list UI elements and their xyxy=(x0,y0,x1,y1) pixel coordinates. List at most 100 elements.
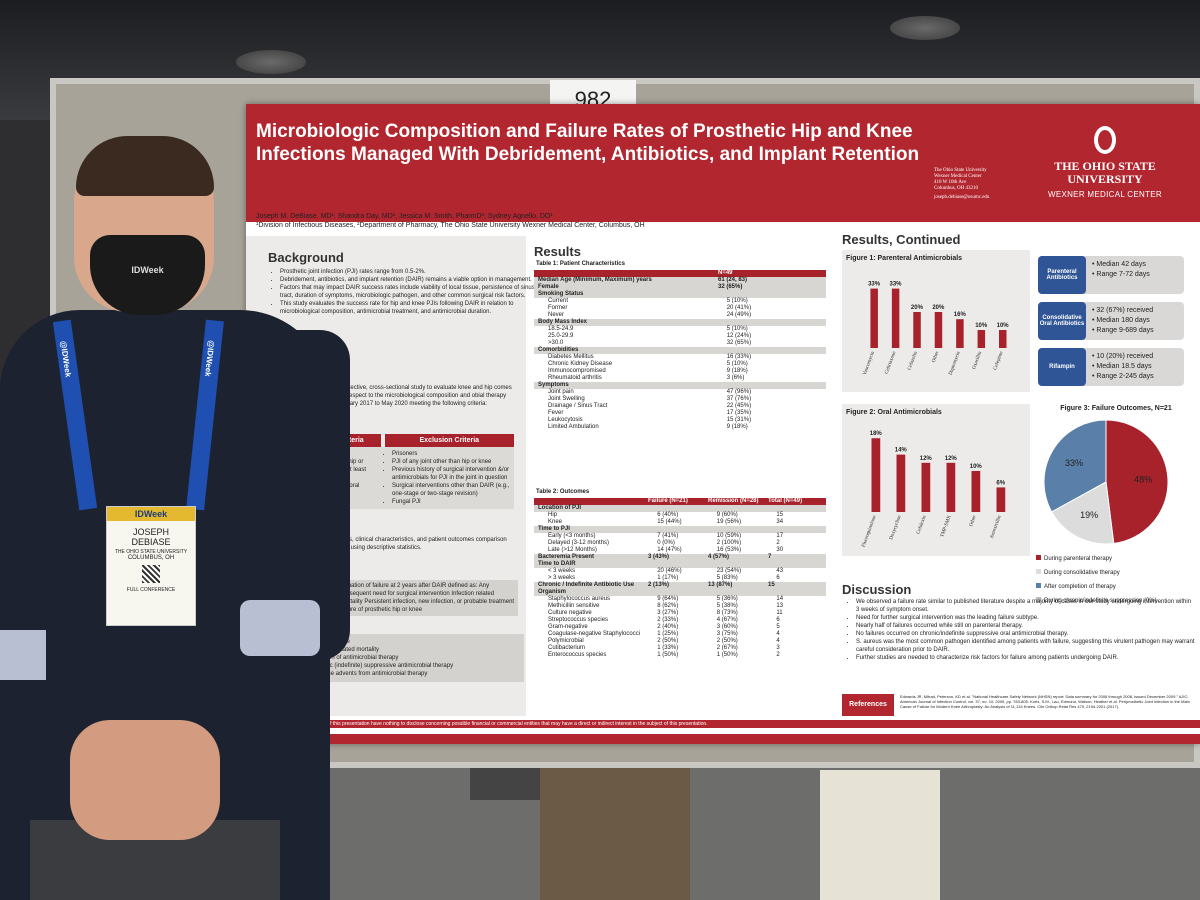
info-line: The Ohio State University xyxy=(934,168,987,173)
table-cell: >30.0 xyxy=(548,340,564,346)
category-label: Amoxicillin xyxy=(990,515,1003,540)
badge-last-name: DEBIASE xyxy=(131,537,171,547)
table-row: Median Age (Minimum, Maximum) years 61 (2… xyxy=(534,277,826,284)
table-cell: 1 (50%) xyxy=(657,652,679,658)
disclosure-bar: URE: The authors of this presentation ha… xyxy=(246,720,1200,728)
category-label: Cefazolin xyxy=(907,351,919,371)
info-line: Columbus, OH 43210 xyxy=(934,186,979,191)
table-cell: Female xyxy=(538,284,559,290)
category-label: Doxycycline xyxy=(889,514,903,540)
table-cell: 8 (73%) xyxy=(716,610,738,616)
background-person-legs xyxy=(820,770,940,900)
category-label: Vancomycin xyxy=(863,351,876,377)
table-cell: 5 (10%) xyxy=(726,298,748,304)
table-cell: 9 (18%) xyxy=(726,368,748,374)
table-row: Never 24 (49%) xyxy=(534,312,826,319)
table-cell: Gram-negative xyxy=(548,624,588,630)
bar xyxy=(934,312,943,348)
slice-label: 19% xyxy=(1080,510,1098,520)
category-label: Oxacillin xyxy=(972,351,983,371)
table-cell: Fever xyxy=(548,410,564,416)
data-label: 33% xyxy=(889,282,902,288)
info-line: joseph.debiase@osumc.edu xyxy=(934,195,990,200)
table-cell: Rheumatoid arthritis xyxy=(548,375,602,381)
figure2-box: Figure 2: Oral Antimicrobials 18% Fluoroqu… xyxy=(842,404,1030,556)
table-cell: Polymicrobial xyxy=(548,638,584,644)
legend-label: During consolidative therapy xyxy=(1044,570,1120,576)
mask-logo-text: IDWeek xyxy=(131,265,164,275)
osu-name: THE OHIO STATE UNIVERSITY xyxy=(1054,159,1156,186)
table-cell: Never xyxy=(548,312,565,318)
table-cell: 5 (83%) xyxy=(716,575,738,581)
table-cell: Diabetes Mellitus xyxy=(548,354,594,360)
table-cell xyxy=(708,526,768,533)
summary-box: Consolidative Oral Antibiotics • 32 (67%)… xyxy=(1038,302,1184,340)
category-label: Ceftriaxone xyxy=(885,350,898,375)
summary-line: • 32 (67%) received xyxy=(1092,307,1154,314)
table-cell: 17 xyxy=(776,533,784,539)
legend-item: During chronic/indefinite suppression (0… xyxy=(1036,597,1196,605)
table-cell: Streptococcus species xyxy=(548,617,609,623)
bar xyxy=(956,319,964,348)
patient-characteristics-table: N=49 Median Age (Minimum, Maximum) years 6… xyxy=(534,270,826,431)
chart-title: Figure 2: Oral Antimicrobials xyxy=(846,409,942,416)
table-cell: 2 (40%) xyxy=(657,624,679,630)
summary-box-label: Rifampin xyxy=(1038,348,1086,386)
table-row: Gram-negative 2 (40%) 3 (60%) 5 xyxy=(534,624,826,631)
table-cell: Organism xyxy=(538,589,567,595)
results-title: Results xyxy=(534,244,581,259)
discussion-bullet: No failures occurred on chronic/indefini… xyxy=(856,630,1196,638)
summary-line: • Median 18.5 days xyxy=(1092,363,1152,370)
poster-title: Microbiologic Composition and Failure Ra… xyxy=(256,121,920,165)
table-cell: Comorbidities xyxy=(538,347,579,353)
table-cell: 22 (45%) xyxy=(726,403,752,409)
summary-box-text: • Median 42 days • Range 7-72 days xyxy=(1092,260,1150,280)
table-row: Early (<3 months) 7 (41%) 10 (59%) 17 xyxy=(534,533,826,540)
table-cell: 43 xyxy=(776,568,784,574)
summary-line: • Range 9-689 days xyxy=(1092,327,1154,334)
outcome-item: -Chronic (indefinite) suppressive antimi… xyxy=(310,663,454,669)
table-row: Culture negative 3 (27%) 8 (73%) 11 xyxy=(534,610,826,617)
badge-org: THE OHIO STATE UNIVERSITY xyxy=(114,549,188,555)
table-cell: 5 (36%) xyxy=(716,596,738,602)
table-cell: Current xyxy=(548,298,569,304)
table-row: Hip 6 (40%) 9 (60%) 15 xyxy=(534,512,826,519)
clasped-hands xyxy=(70,720,220,840)
data-label: 12% xyxy=(945,456,958,462)
discussion-list: We observed a failure rate similar to pu… xyxy=(846,598,1196,662)
table-cell: Total (N=49) xyxy=(768,498,803,504)
legend-item: During consolidative therapy xyxy=(1036,569,1196,577)
face-mask: IDWeek xyxy=(90,235,205,315)
bar xyxy=(870,288,878,348)
table-row: Coagulase-negative Staphylococci 1 (25%) 3… xyxy=(534,631,826,638)
data-label: 20% xyxy=(911,305,924,311)
table-cell: 11 xyxy=(776,610,783,616)
exclusion-item: Surgical interventions other than DAIR (… xyxy=(392,482,512,498)
table-cell xyxy=(718,347,818,354)
table-cell: 32 (65%) xyxy=(726,340,752,346)
summary-box: Rifampin • 10 (20%) received • Median 18.5… xyxy=(1038,348,1184,386)
table-cell: 5 (10%) xyxy=(726,361,748,367)
summary-line: • Median 180 days xyxy=(1092,317,1150,324)
summary-line: • 10 (20%) received xyxy=(1092,353,1154,360)
poster-bottom-bar xyxy=(246,734,1200,744)
table-row: Methicillin sensitive 8 (62%) 5 (38%) 13 xyxy=(534,603,826,610)
discussion-bullet: Need for further surgical intervention w… xyxy=(856,614,1196,622)
data-label: 18% xyxy=(870,431,883,437)
table-cell: Joint pain xyxy=(548,389,574,395)
table-cell: 6 xyxy=(776,617,780,623)
table-cell xyxy=(648,589,708,596)
table-row: Limited Ambulation 9 (18%) xyxy=(534,424,826,431)
data-label: 16% xyxy=(954,312,967,318)
badge-brand: IDWeek xyxy=(107,507,195,521)
methods-text: center, retrospective, cross-sectional s… xyxy=(312,385,512,407)
table-row: Smoking Status xyxy=(534,291,826,298)
table2-title: Table 2: Outcomes xyxy=(536,489,590,495)
bar xyxy=(999,330,1007,348)
institution-info: The Ohio State University Wexner Medical… xyxy=(934,168,1034,201)
references-text: Edwards JR, Mitrad, Peterson, KD et al. … xyxy=(900,694,1190,709)
table-row: Time to PJI xyxy=(534,526,826,533)
table-cell: 34 xyxy=(776,519,784,525)
table-cell: Early (<3 months) xyxy=(548,533,596,539)
table-row: Leukocytosis 15 (31%) xyxy=(534,417,826,424)
